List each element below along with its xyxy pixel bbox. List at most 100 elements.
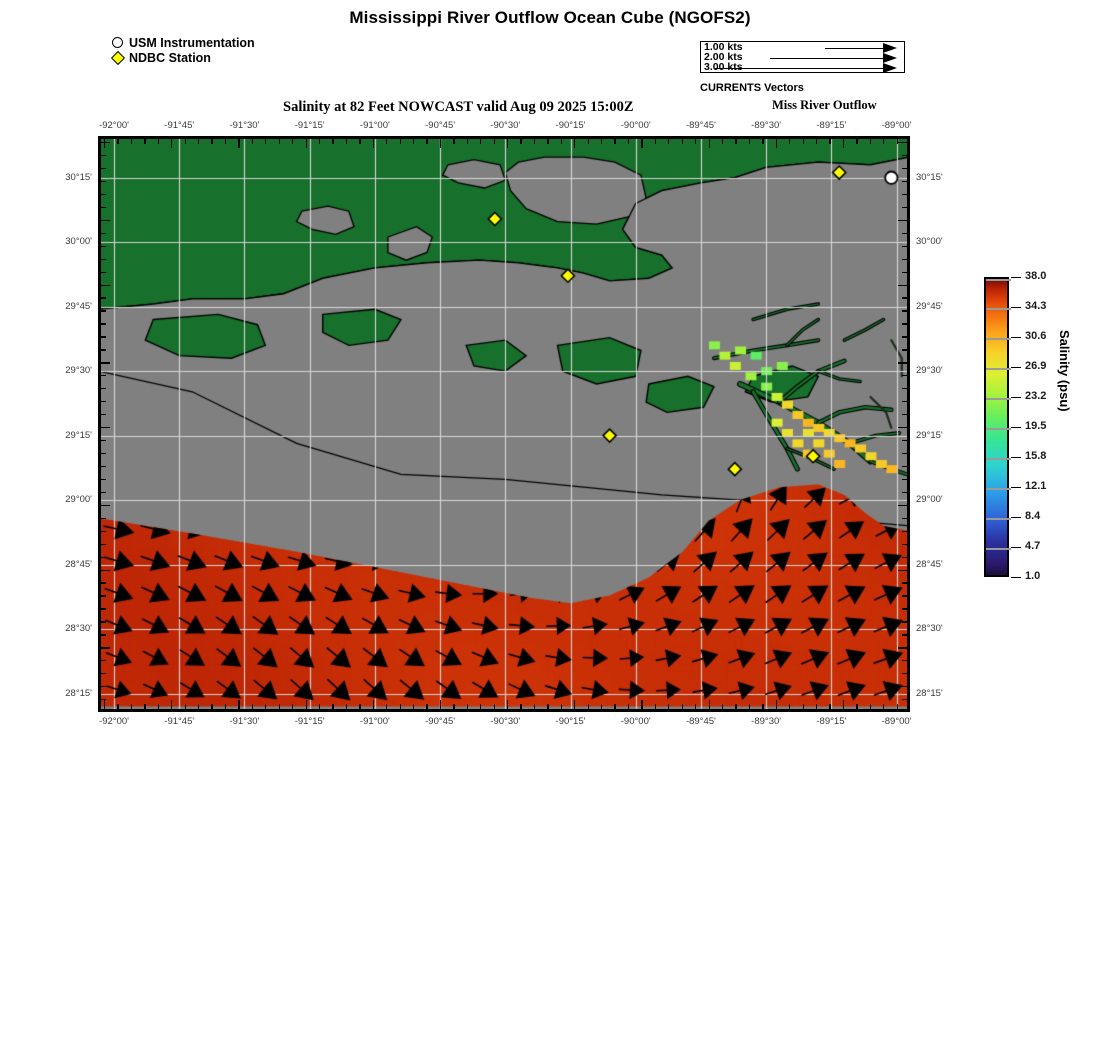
axis-tick [101,439,106,442]
map-raster [101,139,907,709]
axis-tick [412,704,415,709]
axis-tick [902,401,907,403]
axis-tick [902,556,907,558]
longitude-tick-label: -89°00' [881,120,912,131]
colorbar-segment-divider [986,488,1011,490]
axis-tick [748,704,751,709]
axis-tick [898,569,907,571]
axis-tick [574,700,576,709]
axis-tick [101,427,110,429]
colorbar-title: Salinity (psu) [1057,330,1072,412]
axis-tick [480,704,482,709]
usm-circle-icon [110,36,128,51]
axis-tick [902,673,907,675]
axis-tick [265,139,267,144]
colorbar-tick [1011,427,1021,429]
axis-tick [601,139,603,144]
colorbar-tick [1011,367,1021,369]
longitude-tick-label: -89°45' [685,716,716,727]
axis-tick [101,232,106,234]
axis-tick [453,704,455,709]
longitude-tick-label: -89°45' [685,120,716,131]
axis-tick [144,139,146,144]
latitude-tick-label: 29°45' [916,300,943,312]
colorbar-tick [1011,577,1021,579]
colorbar-tick [1011,397,1021,399]
axis-tick [902,193,907,196]
longitude-tick-label: -92°00' [99,716,129,727]
colorbar-segment-divider [986,428,1011,430]
longitude-tick-label: -90°15' [555,716,586,727]
axis-tick [547,704,549,709]
axis-tick [902,336,907,338]
colorbar-tick-label: 8.4 [1025,510,1041,522]
axis-tick [101,634,106,636]
axis-tick [695,139,697,144]
axis-tick [101,284,110,286]
axis-tick [902,465,907,468]
axis-tick [101,569,110,571]
axis-tick [587,704,589,709]
axis-tick [902,439,907,442]
axis-tick [386,704,388,709]
axis-tick [902,530,907,532]
axis-tick [144,704,146,709]
longitude-tick-label: -90°30' [490,120,521,131]
axis-tick [426,139,428,144]
colorbar-tick [1011,337,1021,339]
axis-tick [345,139,348,144]
axis-tick [829,704,831,709]
axis-tick [292,704,294,709]
axis-tick [359,704,361,709]
axis-tick [641,139,643,148]
axis-tick [668,704,670,709]
axis-tick [101,478,106,481]
axis-tick [721,139,724,144]
colorbar-tick-label: 19.5 [1025,420,1047,432]
axis-tick [251,704,254,709]
colorbar-tick [1011,307,1021,309]
axis-tick [101,556,106,558]
latitude-tick-label: 29°30' [65,365,92,377]
axis-tick [466,704,468,709]
axis-tick [507,139,509,148]
axis-tick [101,167,106,170]
axis-tick [898,362,907,364]
salinity-map[interactable] [98,136,910,712]
axis-tick [278,704,280,709]
axis-tick [101,375,106,377]
latitude-tick-label: 29°00' [916,494,943,506]
axis-tick [372,700,374,709]
axis-tick [856,139,858,144]
ndbc-diamond-icon [110,50,128,66]
axis-tick [627,139,630,144]
station-legend: USM Instrumentation NDBC Station [110,36,255,66]
axis-tick [902,258,907,260]
axis-tick [101,660,106,662]
axis-tick [171,139,173,148]
axis-tick [883,704,885,709]
axis-tick [104,700,106,709]
page-title: Mississippi River Outflow Ocean Cube (NG… [349,8,751,27]
longitude-tick-label: -91°30' [229,716,260,727]
longitude-tick-label: -90°15' [555,120,586,131]
axis-tick [101,647,110,649]
legend-label-usm: USM Instrumentation [129,36,255,50]
colorbar-tick [1011,487,1021,489]
axis-tick [101,414,106,416]
axis-tick [902,608,907,610]
axis-tick [359,139,361,144]
axis-tick [198,704,200,709]
axis-tick [520,139,522,144]
colorbar-segment-divider [986,548,1011,550]
latitude-tick-label: 28°15' [65,687,92,699]
axis-tick [902,310,907,312]
axis-tick [101,608,106,610]
axis-tick [829,139,831,144]
map-subtitle: Salinity at 82 Feet NOWCAST valid Aug 09… [283,99,634,115]
axis-tick [278,139,280,144]
colorbar-tick-label: 15.8 [1025,450,1047,462]
legend-item-ndbc: NDBC Station [110,50,255,66]
latitude-tick-label: 28°15' [916,687,943,699]
axis-tick [305,139,307,148]
